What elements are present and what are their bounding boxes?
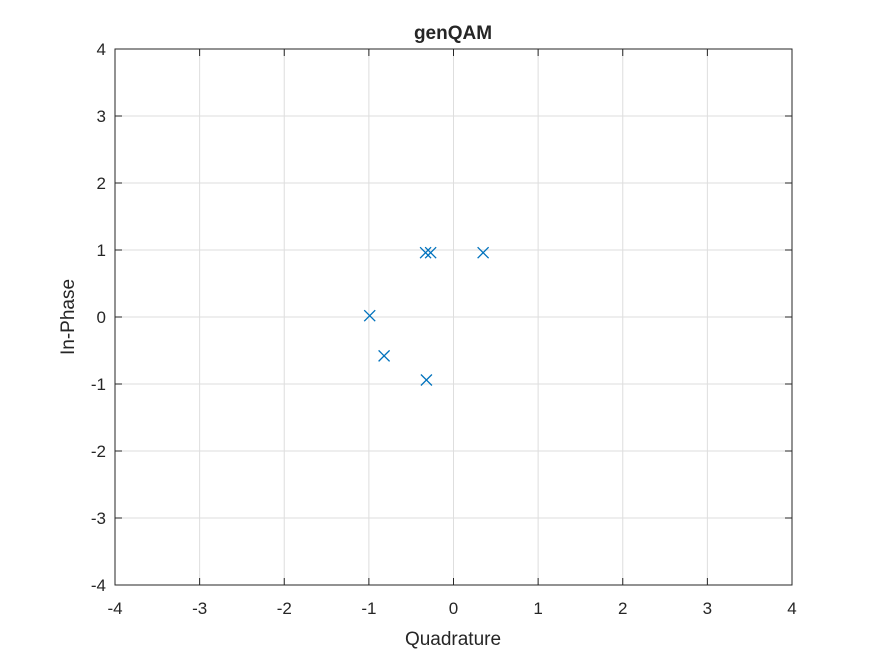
x-tick-label: 4 — [787, 599, 796, 618]
x-tick-label: 0 — [449, 599, 458, 618]
marker-stroke — [378, 349, 391, 362]
marker-stroke — [477, 246, 490, 259]
data-point-x-marker — [420, 374, 433, 386]
y-tick-label: 1 — [97, 241, 106, 260]
y-tick-label: 4 — [97, 40, 106, 59]
x-tick-label: 3 — [703, 599, 712, 618]
x-tick-label: -2 — [277, 599, 292, 618]
y-tick-label: 0 — [97, 308, 106, 327]
x-tick-label: 1 — [533, 599, 542, 618]
y-tick-label: -4 — [91, 576, 106, 595]
x-axis-label: Quadrature — [405, 629, 501, 650]
data-point-x-marker — [424, 246, 437, 259]
y-axis-label: In-Phase — [58, 279, 79, 355]
data-point-x-marker — [363, 309, 376, 322]
y-tick-label: 3 — [97, 107, 106, 126]
y-tick-label: -2 — [91, 442, 106, 461]
data-points — [363, 246, 490, 386]
marker-stroke — [420, 374, 433, 386]
ticks: -4 -3 -2 -1 0 1 2 3 4 -4 -3 -2 -1 0 1 2 3 4 — [91, 40, 797, 618]
x-tick-label: 2 — [618, 599, 627, 618]
data-point-x-marker — [378, 349, 391, 362]
x-tick-label: -1 — [361, 599, 376, 618]
chart-title: genQAM — [414, 23, 492, 44]
marker-stroke — [419, 246, 432, 259]
data-point-x-marker — [477, 246, 490, 259]
data-point-x-marker — [419, 246, 432, 259]
y-tick-label: 2 — [97, 174, 106, 193]
marker-stroke — [363, 309, 376, 322]
y-tick-label: -1 — [91, 375, 106, 394]
marker-stroke — [424, 246, 437, 259]
x-tick-label: -4 — [107, 599, 122, 618]
x-tick-label: -3 — [192, 599, 207, 618]
y-tick-label: -3 — [91, 509, 106, 528]
